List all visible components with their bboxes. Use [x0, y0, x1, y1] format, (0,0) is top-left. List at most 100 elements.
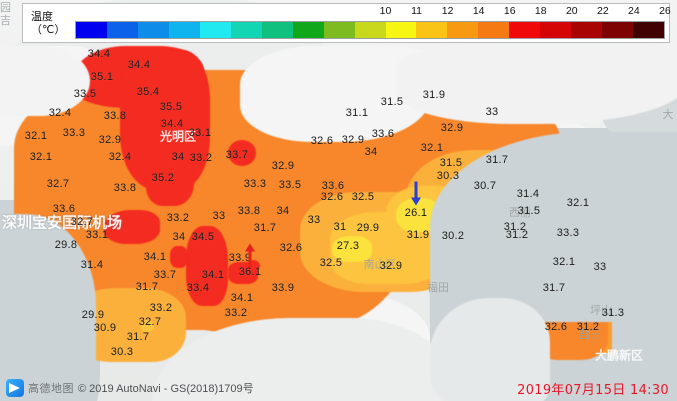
- temperature-reading: 30.3: [436, 170, 460, 182]
- legend-swatch-9: [354, 22, 386, 38]
- temp-band-red: [186, 226, 228, 306]
- amap-logo-icon: [6, 379, 24, 397]
- legend-swatch-15: [540, 22, 572, 38]
- temperature-reading: 32.9: [379, 260, 403, 272]
- temperature-reading: 33.7: [225, 149, 249, 161]
- place-label: 深圳宝安国际机场: [1, 214, 123, 232]
- temperature-reading: 34.1: [143, 251, 167, 263]
- temperature-reading: 31.4: [516, 188, 540, 200]
- copyright-text: © 2019 AutoNavi - GS(2018)1709号: [78, 383, 254, 395]
- temperature-reading: 35.4: [136, 86, 160, 98]
- temperature-reading: 34: [172, 231, 186, 243]
- temperature-reading: 31.1: [345, 107, 369, 119]
- temperature-reading: 32.6: [320, 191, 344, 203]
- temp-band-red: [104, 210, 160, 244]
- temperature-reading: 31.7: [135, 281, 159, 293]
- temperature-reading: 33.5: [278, 179, 302, 191]
- temperature-reading: 33.2: [189, 152, 213, 164]
- legend-swatch-14: [509, 22, 541, 38]
- temperature-reading: 33.8: [103, 110, 127, 122]
- legend-tick-3: 14: [472, 5, 485, 17]
- place-label: 大鹏新区: [594, 348, 644, 363]
- legend-tick-4: 16: [503, 5, 516, 17]
- place-label: 西丽: [509, 207, 531, 219]
- temperature-reading: 33.3: [556, 227, 580, 239]
- legend-tick-6: 20: [565, 5, 578, 17]
- up-arrow-icon: [244, 243, 256, 274]
- temperature-reading: 32.1: [420, 142, 444, 154]
- temperature-reading: 32.5: [319, 257, 343, 269]
- temperature-reading: 31.5: [380, 96, 404, 108]
- temperature-reading: 32.6: [544, 321, 568, 333]
- temperature-reading: 34: [276, 205, 290, 217]
- temperature-reading: 33.9: [271, 282, 295, 294]
- temperature-reading: 31.7: [253, 222, 277, 234]
- temperature-reading: 36.1: [238, 266, 262, 278]
- temperature-reading: 31: [333, 221, 347, 233]
- temperature-reading: 30.7: [473, 180, 497, 192]
- temperature-reading: 27.3: [336, 240, 360, 252]
- temperature-reading: 35.1: [90, 71, 114, 83]
- temperature-reading: 33.2: [166, 212, 190, 224]
- temperature-reading: 32.7: [46, 178, 70, 190]
- legend-swatch-12: [447, 22, 479, 38]
- temp-band-red: [170, 246, 188, 268]
- temperature-reading: 34.4: [160, 118, 184, 130]
- place-label: 南山区: [363, 259, 397, 271]
- temperature-legend: 温度 （℃） 101112141618202224262830323435363…: [22, 3, 671, 43]
- legend-tick-1: 11: [411, 5, 423, 17]
- sea-mask: [396, 44, 677, 124]
- temperature-reading: 33.8: [237, 205, 261, 217]
- temperature-reading: 33.3: [243, 178, 267, 190]
- legend-swatch-18: [633, 22, 665, 38]
- legend-swatch-17: [602, 22, 634, 38]
- temperature-reading: 31.2: [503, 221, 527, 233]
- temp-band-red: [236, 152, 250, 164]
- down-arrow-icon: [410, 181, 422, 212]
- temperature-reading: 32.5: [351, 191, 375, 203]
- temperature-reading: 31.7: [126, 331, 150, 343]
- temperature-reading: 31.5: [439, 157, 463, 169]
- temperature-reading: 29.9: [81, 309, 105, 321]
- temperature-reading: 33.5: [73, 88, 97, 100]
- legend-swatch-11: [416, 22, 448, 38]
- legend-swatch-3: [168, 22, 200, 38]
- temperature-reading: 35.5: [159, 101, 183, 113]
- temperature-reading: 33.1: [85, 229, 109, 241]
- temperature-reading: 30.2: [441, 230, 465, 242]
- temperature-reading: 31.4: [80, 259, 104, 271]
- temperature-reading: 34.1: [201, 269, 225, 281]
- temperature-reading: 31.3: [601, 307, 625, 319]
- legend-title-line2: （℃）: [31, 23, 66, 36]
- legend-title: 温度 （℃）: [23, 10, 75, 36]
- map-attribution: 高德地图 © 2019 AutoNavi - GS(2018)1709号: [6, 379, 254, 397]
- timestamp-label: 2019年07月15日 14:30: [517, 382, 669, 398]
- sea-mask: [612, 230, 677, 401]
- temperature-reading: 32.4: [48, 107, 72, 119]
- legend-swatch-8: [323, 22, 355, 38]
- temperature-reading: 32.1: [24, 130, 48, 142]
- amap-brand-label: 高德地图: [28, 382, 74, 395]
- temp-band-yellow: [332, 236, 372, 262]
- legend-swatch-10: [385, 22, 417, 38]
- temperature-reading: 31.2: [576, 321, 600, 333]
- temperature-reading: 29.9: [356, 222, 380, 234]
- temp-band-yellow: [140, 320, 154, 332]
- temperature-reading: 32.9: [440, 122, 464, 134]
- temperature-reading: 34.1: [230, 292, 254, 304]
- temperature-reading: 30.9: [93, 322, 117, 334]
- temperature-reading: 31.7: [485, 154, 509, 166]
- temperature-reading: 34: [364, 146, 378, 158]
- temperature-reading: 32.9: [271, 160, 295, 172]
- temperature-reading: 31.9: [406, 229, 430, 241]
- legend-tick-0: 10: [379, 5, 392, 17]
- temperature-reading: 32.9: [341, 134, 365, 146]
- legend-title-line1: 温度: [31, 10, 53, 23]
- legend-tick-7: 22: [597, 5, 609, 17]
- temperature-reading: 33.3: [62, 127, 86, 139]
- sea-mask: [430, 298, 550, 401]
- temperature-reading: 33.2: [149, 302, 173, 314]
- clipped-chrome-text: 园吉: [0, 2, 11, 27]
- temperature-reading: 33.8: [113, 182, 137, 194]
